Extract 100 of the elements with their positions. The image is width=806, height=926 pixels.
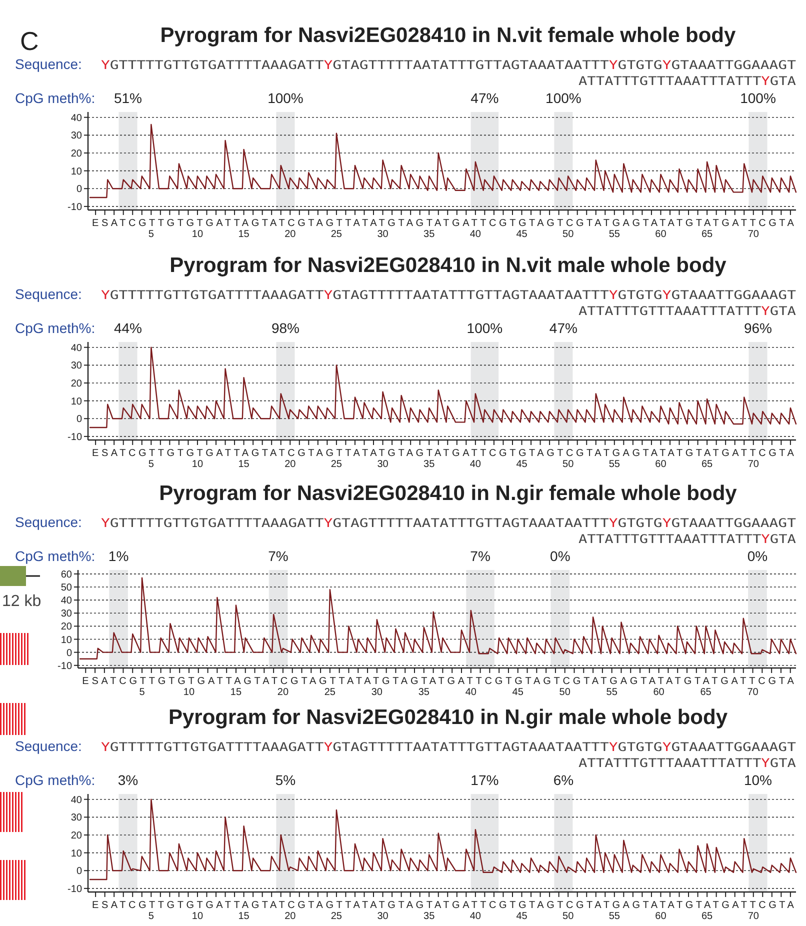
- x-tick-label: 55: [606, 687, 618, 698]
- y-tick-label: 20: [60, 622, 72, 633]
- x-tick-label: 25: [330, 911, 342, 922]
- x-tick-label: 20: [284, 459, 296, 470]
- text: C: [20, 26, 39, 56]
- y-tick-label: 0: [76, 184, 82, 196]
- x-tick-label: 70: [748, 459, 760, 470]
- text: ESATCGTTGTGTGATTAGTATCGTAGTTATATGTAGTATGATTCGTGTAGTCGTATGAGTATATGTATGATTCGTA: [92, 448, 794, 459]
- x-tick-label: 25: [330, 229, 342, 240]
- y-tick-label: 30: [70, 360, 82, 372]
- text: ATTATTTGTTTAAATTTATTTYGTA: [578, 304, 795, 318]
- band-label: 47%: [470, 90, 499, 106]
- x-tick-label: 45: [512, 687, 524, 698]
- text: 12 kb: [2, 593, 42, 610]
- y-tick-label: 10: [70, 166, 82, 178]
- x-tick-label: 55: [608, 911, 620, 922]
- line-series: [89, 346, 797, 428]
- x-tick-label: 55: [608, 459, 620, 470]
- x-tick-label: 55: [608, 229, 620, 240]
- band-label: 7%: [470, 548, 490, 564]
- x-tick-label: 50: [562, 229, 574, 240]
- band-label: 96%: [744, 320, 772, 336]
- x-tick-label: 45: [516, 459, 528, 470]
- band-label: 0%: [550, 548, 570, 564]
- text: ESATCGTTGTGTGATTAGTATCGTAGTTATATGTAGTATGATTCGTGTAGTCGTATGAGTATATGTATGATTCGTA: [92, 900, 794, 911]
- x-tick-label: 60: [655, 459, 667, 470]
- x-tick-label: 15: [238, 911, 250, 922]
- x-tick-label: 25: [324, 687, 336, 698]
- x-tick-label: 35: [424, 229, 436, 240]
- y-tick-label: 10: [70, 848, 82, 860]
- x-tick-label: 35: [418, 687, 430, 698]
- band-label: 100%: [466, 320, 503, 336]
- y-tick-label: 40: [60, 596, 72, 607]
- band-label: 100%: [546, 90, 582, 106]
- band-label: 51%: [114, 90, 142, 106]
- text: CpG meth%:: [15, 772, 96, 788]
- text: CpG meth%:: [15, 90, 96, 106]
- x-tick-label: 5: [139, 687, 146, 698]
- text: ESATCGTTGTGTGATTAGTATCGTAGTTATATGTAGTATGATTCGTGTAGTCGTATGAGTATATGTATGATTCGTA: [92, 218, 794, 229]
- x-tick-label: 15: [238, 229, 250, 240]
- y-tick-label: 0: [76, 866, 82, 878]
- text: Sequence:: [15, 286, 82, 302]
- x-tick-label: 65: [701, 911, 714, 922]
- x-tick-label: 70: [747, 687, 759, 698]
- text: Sequence:: [15, 56, 82, 72]
- y-tick-label: 30: [60, 608, 72, 620]
- band-label: 5%: [275, 772, 296, 788]
- y-tick-label: 40: [70, 112, 82, 124]
- x-tick-label: 65: [700, 687, 712, 698]
- x-tick-label: 40: [470, 911, 482, 922]
- band-label: 1%: [108, 548, 129, 564]
- chart-title: Pyrogram for Nasvi2EG028410 in N.vit female whole body: [160, 24, 736, 47]
- x-tick-label: 10: [192, 229, 204, 240]
- y-tick-label: -10: [68, 432, 82, 443]
- x-tick-label: 35: [424, 911, 436, 922]
- x-tick-label: 30: [377, 459, 389, 470]
- band-label: 3%: [118, 772, 138, 788]
- x-tick-label: 10: [183, 687, 195, 698]
- band-label: 98%: [271, 320, 300, 336]
- band-label: 100%: [268, 90, 304, 106]
- x-tick-label: 10: [192, 459, 204, 470]
- y-tick-label: -10: [58, 660, 72, 672]
- x-tick-label: 60: [653, 687, 665, 698]
- y-tick-label: 40: [70, 794, 82, 806]
- text: Sequence:: [15, 738, 82, 754]
- x-tick-label: 20: [284, 229, 296, 240]
- chart-title: Pyrogram for Nasvi2EG028410 in N.vit male whole body: [170, 254, 727, 277]
- x-tick-label: 5: [148, 459, 154, 470]
- x-tick-label: 20: [284, 911, 296, 922]
- y-tick-label: 10: [70, 396, 82, 408]
- y-tick-label: 30: [70, 130, 82, 142]
- band-label: 44%: [114, 320, 142, 336]
- band-label: 47%: [549, 320, 578, 336]
- x-tick-label: 45: [516, 911, 528, 922]
- x-tick-label: 45: [516, 229, 528, 240]
- x-tick-label: 30: [377, 229, 389, 240]
- x-tick-label: 15: [238, 459, 250, 470]
- text: YGTTTTTGTTGTGATTTTAAAGATTYGTAGTTTTTAATATTTGTTAGTAAATAATTTYGTGTGYGTAAATTGGAAAGT: [101, 58, 794, 72]
- text: ATTATTTGTTTAAATTTATTTYGTA: [578, 756, 795, 770]
- text: Sequence:: [15, 514, 82, 530]
- x-tick-label: 50: [562, 459, 574, 470]
- line-series: [89, 124, 797, 198]
- y-tick-label: 10: [60, 634, 72, 646]
- x-tick-label: 60: [655, 911, 667, 922]
- x-tick-label: 40: [465, 687, 477, 698]
- x-tick-label: 65: [701, 459, 714, 470]
- x-tick-label: 40: [470, 459, 482, 470]
- y-tick-label: 0: [66, 648, 72, 659]
- line-series: [89, 798, 797, 880]
- x-tick-label: 50: [562, 911, 574, 922]
- text: YGTTTTTGTTGTGATTTTAAAGATTYGTAGTTTTTAATATTTGTTAGTAAATAATTTYGTGTGYGTAAATTGGAAAGT: [101, 740, 794, 754]
- text: CpG meth%:: [15, 548, 96, 564]
- x-tick-label: 25: [330, 459, 342, 470]
- text: ESATCGTTGTGTGATTAGTATCGTAGTTATATGTAGTATGATTCGTGTAGTCGTATGAGTATATGTATGATTCGTA: [82, 676, 794, 687]
- x-tick-label: 15: [230, 687, 242, 698]
- x-tick-label: 10: [192, 911, 204, 922]
- text: ATTATTTGTTTAAATTTATTTYGTA: [578, 74, 795, 88]
- x-tick-label: 30: [371, 687, 383, 698]
- text: ATTATTTGTTTAAATTTATTTYGTA: [578, 532, 795, 546]
- band-label: 10%: [744, 772, 772, 788]
